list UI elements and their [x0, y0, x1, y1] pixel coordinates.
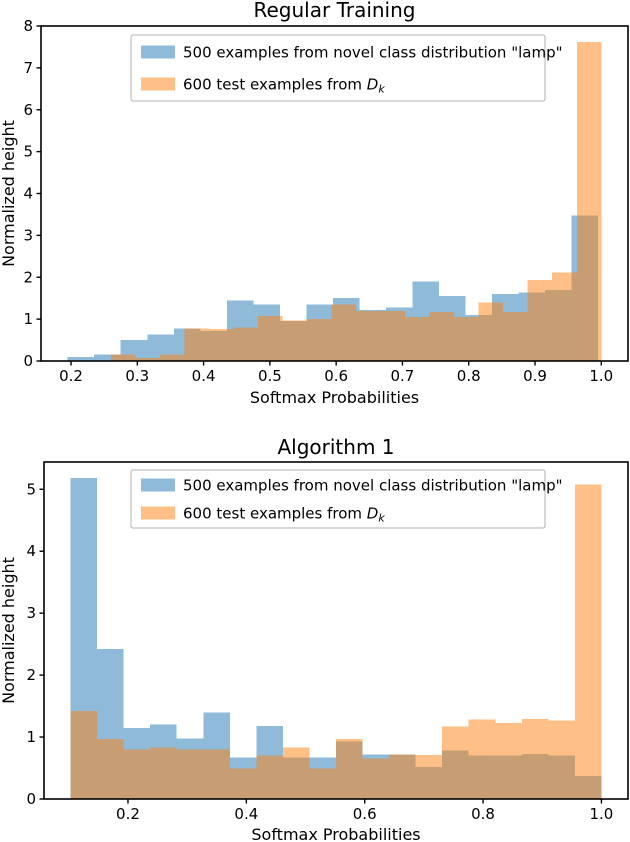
x-axis-label: Softmax Probabilities: [250, 388, 419, 407]
histogram-bar: [478, 302, 504, 362]
histogram-bar: [67, 356, 95, 361]
legend: 500 examples from novel class distributi…: [130, 34, 563, 102]
histogram-bar: [97, 738, 124, 799]
x-tick-label: 0.6: [353, 805, 377, 823]
histogram-bar: [362, 758, 390, 799]
x-tick-label: 0.4: [192, 367, 216, 385]
x-tick-label: 1.0: [589, 367, 613, 385]
x-tick-label: 0.7: [391, 367, 415, 385]
histogram-bar: [336, 738, 363, 799]
y-tick-label: 6: [23, 101, 33, 119]
histogram-bar: [123, 749, 151, 799]
y-tick-label: 1: [23, 310, 33, 328]
histogram-bar: [521, 719, 549, 799]
histogram-bar: [229, 768, 257, 799]
histogram-bar: [356, 310, 381, 361]
series-1: [110, 41, 602, 362]
histogram-bar: [454, 317, 479, 361]
histogram-bar: [495, 722, 522, 799]
chart-title: Regular Training: [254, 0, 416, 22]
histogram-bar: [282, 747, 310, 799]
chart-title: Algorithm 1: [277, 435, 394, 459]
y-tick-label: 3: [26, 604, 36, 622]
histogram-bar: [282, 320, 307, 361]
legend-swatch: [141, 77, 175, 91]
y-tick-label: 4: [23, 185, 33, 203]
legend-label: 600 test examples from Dk: [183, 505, 385, 525]
y-tick-label: 2: [23, 268, 33, 286]
histogram-bar: [135, 358, 160, 361]
histogram-bar: [405, 317, 430, 361]
chart-regular-training: 0.2 0.3 0.4 0.5 0.6 0.7 0.8 0.9 1.0 0 1 2 3 4 5 6 7 8 Regu…: [0, 0, 629, 407]
legend-swatch: [141, 45, 175, 59]
histogram-bar: [331, 304, 357, 361]
x-tick-label: 0.3: [125, 367, 149, 385]
histogram-bar: [233, 327, 258, 361]
y-tick-label: 7: [23, 59, 33, 77]
histogram-bar: [70, 711, 98, 799]
y-tick-label: 3: [23, 226, 33, 244]
x-tick-label: 0.8: [457, 367, 481, 385]
histogram-bar: [574, 484, 602, 799]
legend-label: 600 test examples from Dk: [183, 76, 385, 96]
histogram-bar: [208, 328, 234, 361]
x-tick-label: 0.8: [471, 805, 495, 823]
histogram-bar: [527, 280, 553, 361]
histogram-bar: [552, 272, 577, 361]
histogram-bar: [389, 754, 416, 799]
histogram-bar: [257, 316, 283, 361]
histogram-bar: [309, 768, 336, 799]
histogram-bar: [110, 354, 136, 361]
axes-spines: [43, 461, 629, 800]
x-tick-label: 0.6: [324, 367, 348, 385]
y-axis-label: Normalized height: [0, 557, 18, 704]
x-axis-label: Softmax Probabilities: [251, 825, 420, 842]
histogram-bar: [415, 755, 443, 799]
y-tick-label: 0: [26, 790, 36, 808]
y-tick-label: 5: [23, 143, 33, 161]
legend-swatch: [141, 478, 175, 492]
legend: 500 examples from novel class distributi…: [130, 469, 563, 529]
legend-box: [130, 469, 546, 529]
legend-box: [130, 34, 546, 102]
x-tick-label: 0.5: [258, 367, 282, 385]
chart-algorithm-1: 0.2 0.4 0.6 0.8 1.0 0 1 2 3 4 5 Algorithm 1 Softmax …: [0, 435, 629, 842]
histogram-bar: [576, 41, 602, 361]
y-tick-label: 8: [23, 17, 33, 35]
histogram-bar: [150, 747, 177, 799]
histogram-bar: [548, 720, 575, 799]
histogram-bar: [159, 354, 185, 361]
legend-label: 500 examples from novel class distributi…: [183, 477, 563, 495]
histogram-bar: [380, 310, 406, 361]
histogram-bar: [176, 749, 204, 799]
y-tick-label: 2: [26, 666, 36, 684]
x-tick-label: 0.2: [116, 805, 140, 823]
x-tick-label: 0.9: [523, 367, 547, 385]
y-tick-label: 4: [26, 542, 36, 560]
histogram-bar: [468, 719, 496, 799]
x-tick-label: 0.4: [234, 805, 258, 823]
legend-label: 500 examples from novel class distributi…: [183, 44, 563, 62]
x-tick-label: 1.0: [589, 805, 613, 823]
histogram-bar: [94, 354, 121, 361]
histogram-bar: [442, 726, 469, 799]
histogram-bar: [503, 312, 528, 361]
histogram-bar: [256, 755, 283, 799]
y-tick-label: 5: [26, 480, 36, 498]
series-1: [70, 484, 602, 799]
y-axis-label: Normalized height: [0, 120, 18, 267]
y-tick-label: 1: [26, 728, 36, 746]
y-tick-label: 0: [23, 352, 33, 370]
histogram-bar: [184, 328, 209, 361]
x-tick-label: 0.2: [59, 367, 83, 385]
histogram-bar: [203, 749, 230, 799]
histogram-bar: [306, 319, 332, 362]
histogram-bar: [429, 312, 455, 361]
legend-swatch: [141, 506, 175, 520]
